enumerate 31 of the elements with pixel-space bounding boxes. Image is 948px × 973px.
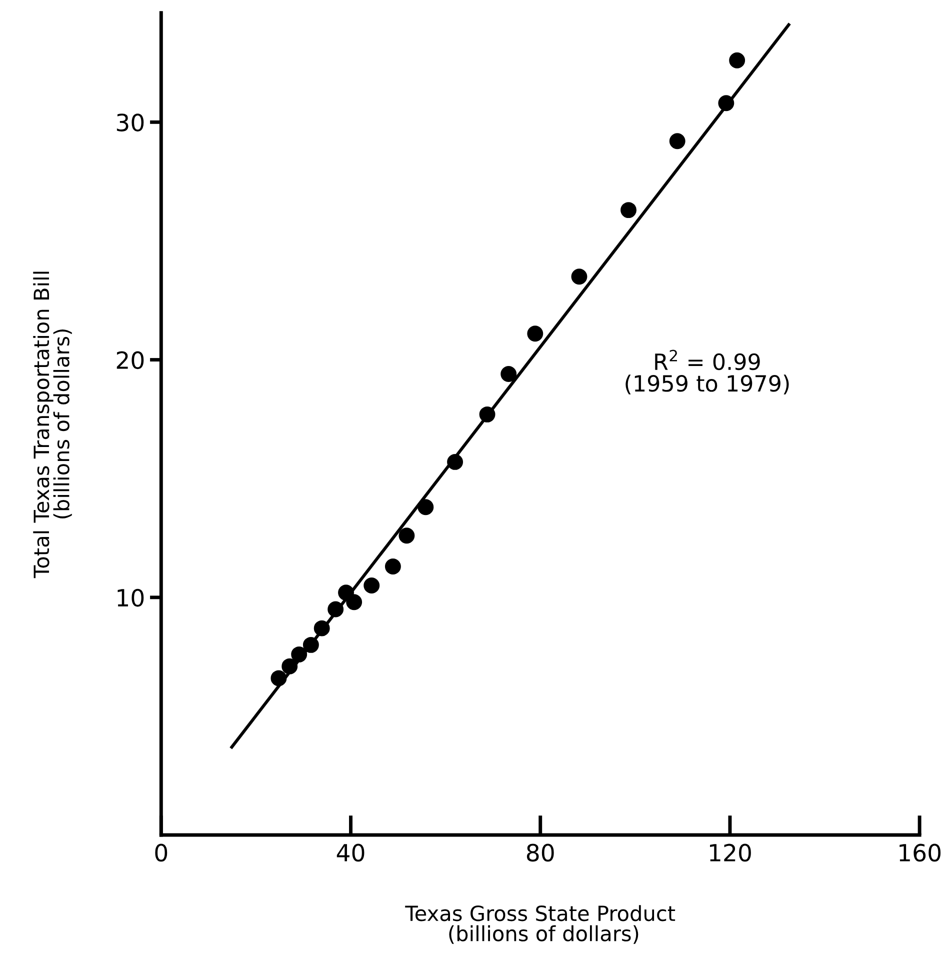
point [729, 52, 746, 68]
point [398, 528, 415, 544]
point [282, 658, 298, 674]
point [364, 578, 380, 594]
x-axis-title: Texas Gross State Product (billions of dollars) [405, 905, 676, 944]
point [571, 268, 588, 285]
point [314, 620, 330, 636]
point [718, 95, 734, 112]
y-tick-label: 20 [116, 351, 144, 370]
point [500, 366, 517, 382]
y-tick-label: 10 [118, 588, 144, 607]
point [620, 202, 636, 218]
y-tick-label: 30 [116, 114, 144, 132]
point [418, 499, 434, 516]
x-tick-label: 0 [155, 844, 168, 862]
point [291, 646, 308, 662]
point [527, 326, 544, 342]
point [669, 133, 686, 150]
point [346, 594, 362, 610]
x-tick-label: 120 [710, 844, 751, 862]
annotation: R$^{2}$ = 0.99 (1959 to 1979) [626, 350, 789, 394]
point [447, 454, 464, 470]
x-tick-label: 160 [900, 844, 941, 862]
point [302, 636, 319, 653]
point [479, 406, 496, 422]
x-tick-label: 80 [526, 844, 554, 862]
point [328, 601, 344, 618]
x-tick-label: 40 [336, 844, 364, 862]
y-axis-title: Total Texas Transportation Bill (billions of dollars) [33, 272, 72, 578]
point [384, 558, 401, 574]
point [270, 670, 287, 686]
